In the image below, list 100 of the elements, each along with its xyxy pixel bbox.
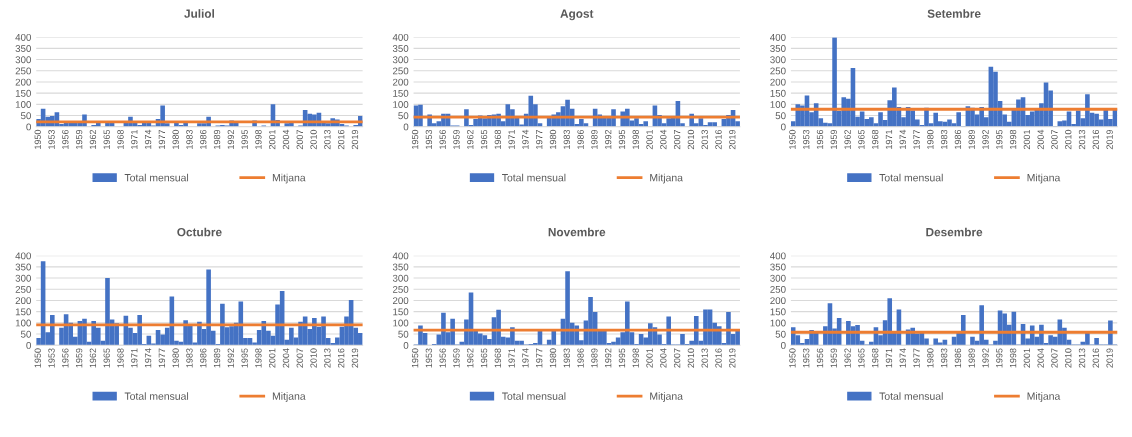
x-tick-label: 1995 xyxy=(996,348,1003,368)
x-tick-label: 2019 xyxy=(729,129,736,150)
x-tick-label: 1980 xyxy=(172,348,179,368)
x-tick-label: 1974 xyxy=(899,129,906,149)
x-tick-label: 1971 xyxy=(885,348,893,368)
x-tick-label: 2007 xyxy=(1051,348,1058,368)
x-tick-label: 1983 xyxy=(940,348,948,368)
x-tick-label: 1959 xyxy=(830,348,837,368)
chart-title: Juliol xyxy=(184,9,214,18)
y-tick-label: 250 xyxy=(15,285,31,293)
y-tick-label: 200 xyxy=(15,78,31,86)
x-tick-label: 2019 xyxy=(1106,129,1113,150)
x-tick-label: 1953 xyxy=(425,348,433,368)
x-tick-label: 2010 xyxy=(310,129,317,150)
y-tick-label: 250 xyxy=(392,285,409,293)
x-tick-label: 2010 xyxy=(687,129,695,150)
legend-label: Total mensual xyxy=(124,392,189,400)
x-tick-label: 1959 xyxy=(453,129,460,149)
y-tick-label: 0 xyxy=(26,123,31,131)
x-tick-label: 2007 xyxy=(296,348,303,368)
x-tick-label: 1971 xyxy=(508,129,515,149)
x-tick-label: 2019 xyxy=(1106,348,1113,368)
x-tick-label: 1968 xyxy=(494,348,502,368)
y-tick-label: 100 xyxy=(393,319,409,327)
x-tick-label: 1971 xyxy=(508,348,515,368)
x-tick-label: 2004 xyxy=(1037,348,1044,368)
y-tick-label: 150 xyxy=(770,89,786,97)
x-tick-label: 2001 xyxy=(269,348,276,368)
y-tick-label: 0 xyxy=(781,123,786,131)
y-tick-label: 150 xyxy=(15,89,31,97)
x-tick-label: 1962 xyxy=(89,129,97,149)
x-tick-label: 1992 xyxy=(227,129,235,149)
x-tick-label: 1989 xyxy=(968,348,975,368)
x-tick-label: 1953 xyxy=(803,348,810,368)
x-tick-label: 1983 xyxy=(186,129,193,149)
y-tick-label: 350 xyxy=(15,45,31,52)
x-tick-label: 2007 xyxy=(1051,129,1058,150)
x-tick-label: 2001 xyxy=(1023,129,1031,150)
x-tick-label: 2019 xyxy=(351,129,359,150)
x-tick-label: 1974 xyxy=(522,348,529,368)
x-tick-label: 1962 xyxy=(844,348,851,368)
x-tick-label: 1974 xyxy=(522,129,529,149)
x-tick-label: 1986 xyxy=(577,348,584,368)
legend-label: Total mensual xyxy=(502,392,566,400)
legend-label: Mitjana xyxy=(650,392,683,402)
y-tick-label: 150 xyxy=(393,308,409,316)
y-tick-label: 400 xyxy=(15,33,31,41)
x-tick-label: 1998 xyxy=(255,348,262,368)
x-tick-label: 1956 xyxy=(439,129,446,149)
x-tick-label: 1974 xyxy=(899,348,906,368)
x-tick-label: 1986 xyxy=(954,348,962,368)
x-tick-label: 1953 xyxy=(425,129,433,149)
x-tick-label: 2013 xyxy=(1078,129,1086,150)
x-tick-label: 2016 xyxy=(337,129,345,150)
x-tick-label: 1956 xyxy=(62,129,69,149)
x-tick-label: 2007 xyxy=(673,129,681,150)
x-tick-label: 1983 xyxy=(563,348,570,368)
y-tick-label: 200 xyxy=(770,297,786,305)
y-tick-label: 300 xyxy=(15,56,31,64)
x-tick-label: 1974 xyxy=(144,129,152,149)
x-tick-label: 1965 xyxy=(480,129,488,149)
x-tick-label: 2013 xyxy=(701,348,708,368)
y-tick-label: 400 xyxy=(392,252,409,260)
x-tick-label: 1977 xyxy=(536,348,543,368)
x-tick-label: 1968 xyxy=(871,129,879,149)
x-tick-label: 1977 xyxy=(158,348,166,368)
x-tick-label: 1986 xyxy=(200,348,207,368)
x-tick-label: 1980 xyxy=(927,348,934,368)
x-tick-label: 1992 xyxy=(982,348,989,368)
x-tick-label: 1968 xyxy=(871,348,879,368)
x-tick-label: 1995 xyxy=(618,129,626,149)
y-tick-label: 400 xyxy=(392,33,409,41)
x-tick-label: 2016 xyxy=(1092,129,1100,150)
x-tick-label: 1977 xyxy=(536,129,543,149)
x-tick-label: 2013 xyxy=(324,348,331,368)
y-tick-label: 250 xyxy=(770,67,786,75)
x-tick-label: 2016 xyxy=(715,348,722,368)
x-tick-label: 1968 xyxy=(494,129,502,149)
x-tick-label: 1965 xyxy=(858,348,865,368)
x-tick-label: 1950 xyxy=(34,348,41,368)
legend-label: Mitjana xyxy=(650,173,683,184)
y-tick-label: 200 xyxy=(392,78,409,86)
x-tick-label: 1977 xyxy=(158,129,166,149)
y-tick-label: 300 xyxy=(770,56,786,64)
x-tick-label: 1959 xyxy=(75,129,83,149)
x-tick-label: 1959 xyxy=(75,348,83,368)
x-tick-label: 2010 xyxy=(687,348,695,368)
x-tick-label: 1992 xyxy=(982,129,989,149)
x-tick-label: 2004 xyxy=(660,348,667,368)
x-tick-label: 1995 xyxy=(996,129,1003,149)
x-tick-label: 1956 xyxy=(816,348,824,368)
x-tick-label: 1989 xyxy=(213,348,221,368)
x-tick-label: 2001 xyxy=(269,129,276,150)
x-tick-label: 1980 xyxy=(927,129,934,149)
y-tick-label: 300 xyxy=(15,274,31,282)
legend-label: Total mensual xyxy=(879,392,943,400)
x-tick-label: 2007 xyxy=(673,348,681,368)
y-tick-label: 50 xyxy=(775,330,786,338)
y-tick-label: 200 xyxy=(392,297,409,305)
x-tick-label: 1965 xyxy=(480,348,488,368)
